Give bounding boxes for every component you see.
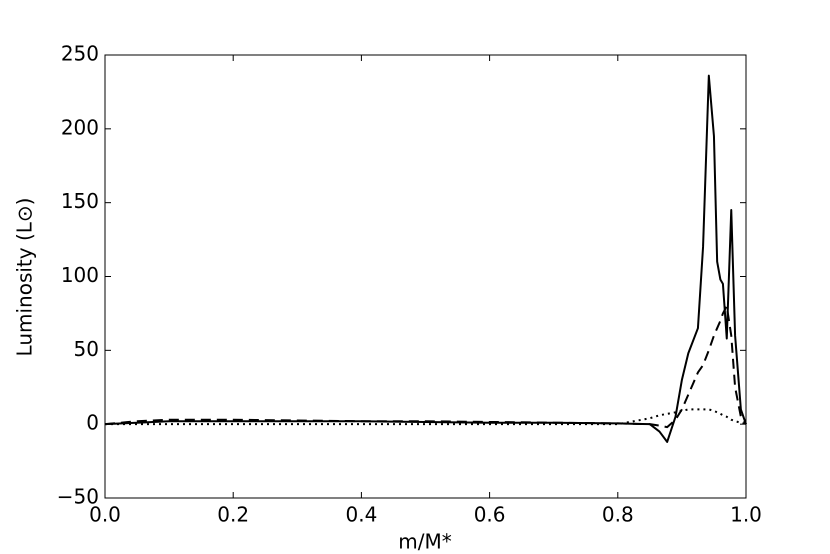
y-tick-label: 50: [74, 337, 99, 361]
y-tick-label: 100: [61, 263, 99, 287]
data-line: [104, 305, 747, 429]
x-tick-label: 0.8: [602, 503, 634, 527]
x-tick-label: 0.4: [345, 503, 377, 527]
y-tick-label: 250: [61, 42, 99, 66]
y-tick-label: 150: [61, 189, 99, 213]
x-axis-label: m/M*: [398, 530, 451, 554]
y-tick-label: 0: [86, 411, 99, 435]
y-axis-label: Luminosity (L⊙): [13, 198, 37, 357]
x-tick-label: 0.0: [89, 503, 121, 527]
x-tick-label: 1.0: [730, 503, 762, 527]
y-tick-label: 200: [61, 115, 99, 139]
y-tick-label: −50: [57, 485, 99, 509]
plot-frame: [104, 54, 747, 499]
x-tick-label: 0.6: [474, 503, 506, 527]
data-line: [104, 74, 747, 443]
x-tick-label: 0.2: [217, 503, 249, 527]
